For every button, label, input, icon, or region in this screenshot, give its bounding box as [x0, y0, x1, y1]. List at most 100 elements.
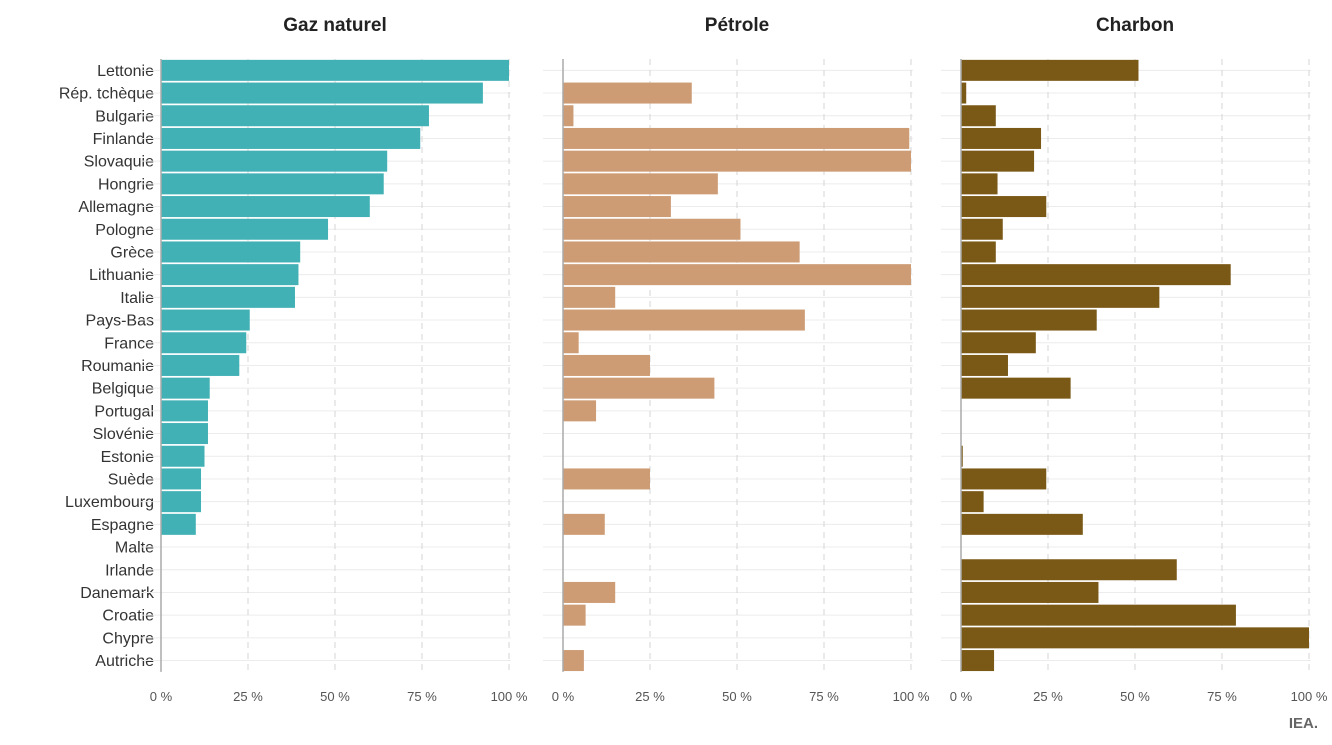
bar: [563, 127, 910, 149]
category-label: Chypre: [102, 630, 154, 647]
x-tick-label: 25 %: [233, 689, 263, 704]
bar: [161, 264, 299, 286]
bar: [961, 309, 1097, 331]
bar: [961, 59, 1139, 81]
category-label: Hongrie: [98, 176, 154, 193]
category-label: Belgique: [92, 381, 154, 398]
category-label: Danemark: [80, 585, 155, 602]
source-label: IEA.: [1288, 715, 1318, 732]
category-label: Pays-Bas: [86, 313, 154, 330]
bar: [961, 82, 967, 104]
bar: [961, 559, 1177, 581]
bar: [961, 581, 1099, 603]
category-label: Rép. tchèque: [59, 86, 154, 103]
category-label: Grèce: [110, 244, 154, 261]
bar: [161, 59, 509, 81]
x-tick-label: 50 %: [722, 689, 752, 704]
bar: [161, 309, 250, 331]
bar: [961, 650, 995, 672]
category-label: Slovaquie: [84, 154, 154, 171]
bar: [563, 650, 584, 672]
bar: [563, 218, 741, 240]
category-label: Bulgarie: [95, 108, 154, 125]
bar: [161, 241, 301, 263]
bar: [961, 604, 1236, 626]
bar: [161, 445, 205, 467]
bar: [961, 105, 996, 127]
bar: [563, 82, 692, 104]
panel-title: Charbon: [1096, 15, 1174, 36]
bar: [563, 400, 597, 422]
x-tick-label: 75 %: [407, 689, 437, 704]
category-label: Lettonie: [97, 63, 154, 80]
category-label: Allemagne: [78, 199, 154, 216]
category-label: Finlande: [93, 131, 154, 148]
bar: [563, 377, 715, 399]
category-label: Irlande: [105, 562, 154, 579]
bar: [161, 468, 202, 490]
category-label: Luxembourg: [65, 494, 154, 511]
bar: [961, 264, 1231, 286]
x-tick-label: 100 %: [491, 689, 528, 704]
bar: [961, 150, 1035, 172]
panel-title: Pétrole: [705, 15, 769, 36]
bar: [961, 241, 996, 263]
bar: [563, 332, 579, 354]
bar: [563, 173, 718, 195]
category-label: Roumanie: [81, 358, 154, 375]
x-tick-label: 25 %: [1033, 689, 1063, 704]
bar: [161, 423, 208, 445]
bar: [563, 264, 911, 286]
bar: [961, 627, 1309, 649]
bar: [563, 105, 574, 127]
category-label: Italie: [120, 290, 154, 307]
bar: [563, 581, 616, 603]
bar: [161, 491, 202, 513]
bar: [161, 196, 370, 218]
category-label: Lithuanie: [89, 267, 154, 284]
bar: [563, 286, 616, 308]
bar: [961, 513, 1083, 535]
category-label: Malte: [115, 540, 154, 557]
x-tick-label: 50 %: [320, 689, 350, 704]
bar: [161, 82, 483, 104]
bar: [161, 286, 295, 308]
x-tick-label: 0 %: [552, 689, 575, 704]
bar: [563, 309, 805, 331]
bar: [961, 332, 1036, 354]
bar: [563, 354, 650, 376]
bar: [563, 513, 605, 535]
bar: [161, 354, 240, 376]
bar: [961, 445, 963, 467]
bar: [161, 150, 388, 172]
bar: [161, 218, 329, 240]
x-tick-label: 0 %: [150, 689, 173, 704]
category-label: Slovénie: [93, 426, 154, 443]
x-tick-label: 50 %: [1120, 689, 1150, 704]
category-label: Autriche: [95, 653, 154, 670]
category-label: Estonie: [101, 449, 154, 466]
bar: [161, 127, 421, 149]
bar: [161, 105, 429, 127]
x-tick-label: 0 %: [950, 689, 973, 704]
x-tick-label: 75 %: [809, 689, 839, 704]
category-label: Espagne: [91, 517, 154, 534]
bar: [961, 196, 1047, 218]
category-label: Croatie: [102, 608, 154, 625]
bar: [961, 354, 1008, 376]
x-tick-label: 100 %: [1291, 689, 1328, 704]
bar: [563, 196, 671, 218]
bar: [961, 377, 1071, 399]
bar: [961, 127, 1042, 149]
bar: [961, 286, 1160, 308]
category-label: Portugal: [94, 403, 154, 420]
x-tick-label: 25 %: [635, 689, 665, 704]
category-label: Suède: [108, 471, 154, 488]
x-tick-label: 100 %: [893, 689, 930, 704]
x-tick-label: 75 %: [1207, 689, 1237, 704]
bar: [161, 377, 210, 399]
bar: [161, 400, 208, 422]
bar: [161, 332, 247, 354]
bar: [961, 173, 998, 195]
